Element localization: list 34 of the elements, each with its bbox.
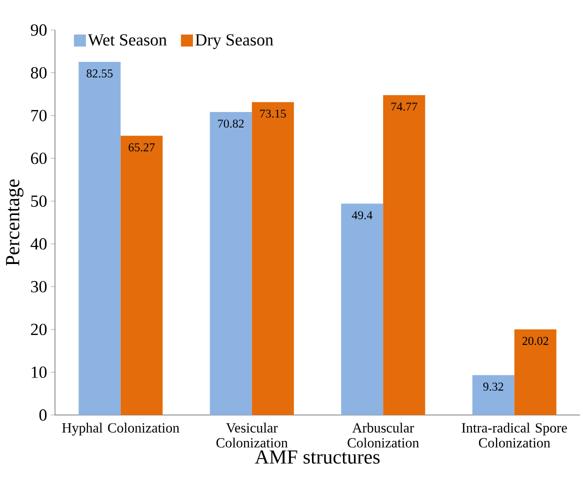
- y-tick-label: 20: [31, 324, 47, 336]
- legend-label: Dry Season: [195, 34, 274, 50]
- y-tick-label: 10: [32, 366, 47, 378]
- x-axis-title: AMF structures: [254, 450, 380, 464]
- y-tick-label: 30: [31, 280, 47, 292]
- data-label: 74.77: [391, 102, 418, 111]
- y-tick-label: 0: [39, 409, 47, 421]
- y-tick-label: 60: [31, 152, 47, 164]
- bar: [252, 102, 294, 415]
- data-label: 73.15: [260, 110, 286, 118]
- y-axis-title: Percentage: [6, 179, 24, 266]
- bar: [341, 204, 384, 415]
- data-label: 82.55: [86, 69, 113, 78]
- y-tick-label: 40: [30, 238, 47, 250]
- bar: [514, 329, 556, 415]
- y-tick-label: 70: [31, 110, 47, 122]
- x-tick-label: Arbuscular Colonization: [348, 422, 419, 448]
- bar: [78, 62, 121, 415]
- bar: [472, 375, 514, 415]
- data-label: 65.27: [128, 143, 155, 152]
- x-tick-label: Vesicular Colonization: [216, 422, 288, 448]
- y-tick-label: 80: [30, 67, 47, 79]
- data-label: 70.82: [218, 120, 244, 128]
- x-tick-label: Hyphal Colonization: [62, 422, 180, 436]
- legend-label: Wet Season: [88, 34, 167, 46]
- bar: [210, 112, 252, 415]
- data-label: 49.4: [352, 211, 372, 220]
- y-tick-label: 90: [30, 24, 47, 36]
- bar: [383, 95, 426, 415]
- x-tick-label: Intra-radical Spore Colonization: [462, 422, 567, 448]
- data-label: 9.32: [483, 382, 504, 391]
- bar: [120, 136, 163, 415]
- y-tick-label: 50: [31, 195, 47, 207]
- data-label: 20.02: [522, 336, 548, 346]
